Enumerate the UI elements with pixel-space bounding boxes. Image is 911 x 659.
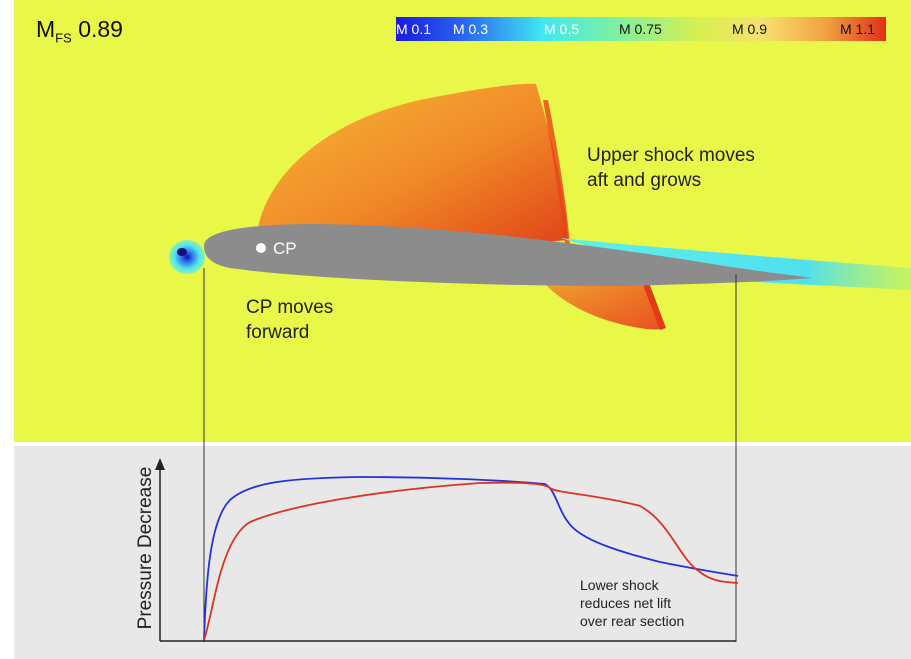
mach-colorbar	[396, 17, 886, 41]
lower-supersonic-region	[545, 280, 664, 330]
mach-subscript: FS	[55, 30, 72, 46]
airfoil	[204, 224, 812, 286]
cp-moves-line-2: forward	[246, 322, 310, 343]
upper-shock-edge	[543, 100, 570, 244]
cp-marker-dot	[256, 243, 266, 253]
curve-red	[203, 481, 739, 641]
cp-marker-label: CP	[273, 239, 297, 258]
plot-background	[14, 446, 911, 659]
upper-supersonic-region	[258, 83, 568, 245]
wake-region	[560, 238, 911, 290]
lower-shock-edge	[642, 280, 666, 330]
y-axis-label: Pressure Decrease	[135, 466, 156, 630]
colorbar-label-2: M 0.5	[544, 21, 580, 37]
lower-shock-annotation: Lower shock reduces net lift over rear s…	[580, 576, 740, 630]
mach-value: 0.89	[78, 16, 123, 42]
freestream-mach-label: MFS 0.89	[36, 16, 123, 46]
colorbar-label-4: M 0.9	[732, 21, 768, 37]
y-axis-arrowhead	[155, 458, 165, 470]
curve-blue	[203, 476, 739, 641]
stagnation-region	[169, 240, 205, 274]
upper-shock-annotation: Upper shock moves aft and grows	[587, 143, 817, 193]
stagnation-core	[177, 248, 187, 256]
colorbar-label-3: M 0.75	[619, 21, 662, 37]
colorbar-label-0: M 0.1	[396, 21, 432, 37]
cp-moves-line-1: CP moves	[246, 297, 334, 318]
colorbar-label-1: M 0.3	[453, 21, 489, 37]
upper-shock-line-1: Upper shock moves	[587, 145, 755, 166]
mach-prefix: M	[36, 16, 56, 42]
colorbar-label-5: M 1.1	[840, 21, 876, 37]
cp-moves-annotation: CP moves forward	[246, 295, 446, 345]
upper-shock-line-2: aft and grows	[587, 170, 702, 191]
lower-shock-line-2: reduces net lift	[580, 595, 672, 611]
lower-shock-line-1: Lower shock	[580, 577, 659, 593]
lower-shock-line-3: over rear section	[580, 613, 685, 629]
